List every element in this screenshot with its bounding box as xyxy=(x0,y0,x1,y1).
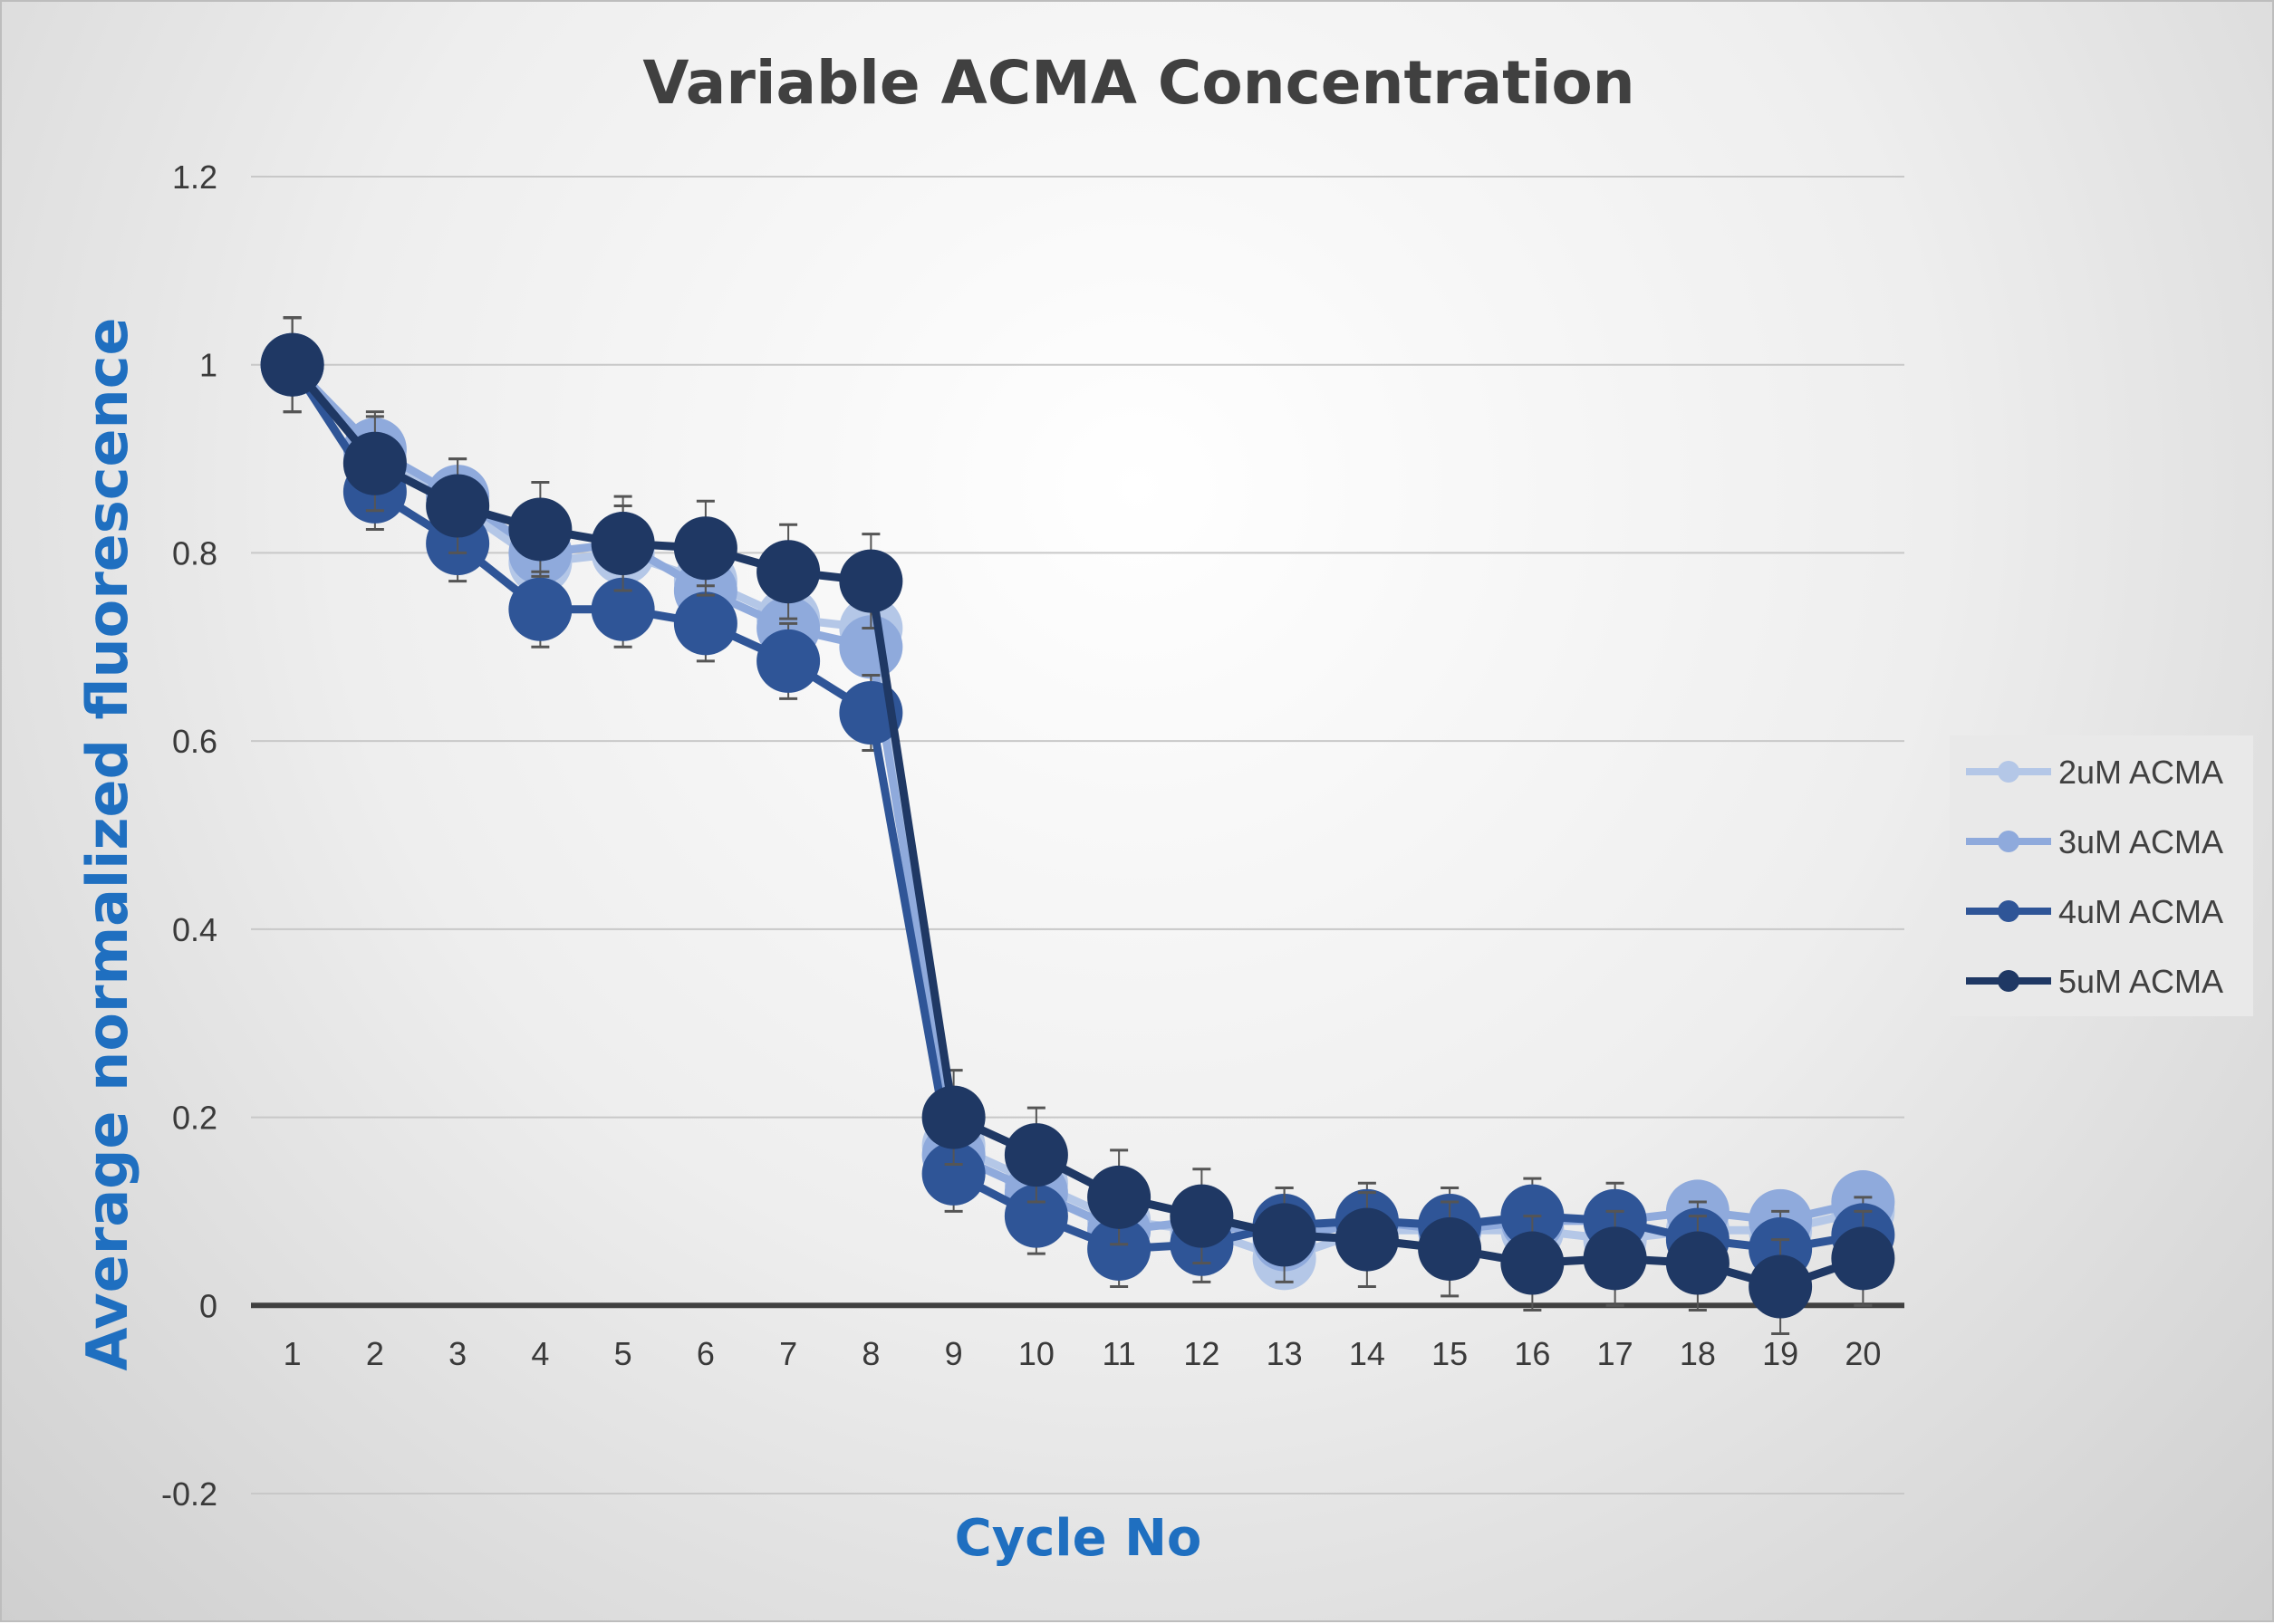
y-tick-label: 0.4 xyxy=(172,911,217,948)
data-point xyxy=(673,591,737,656)
data-point xyxy=(921,1085,986,1149)
legend-swatch-marker xyxy=(1998,900,2019,922)
y-tick-label: 0.8 xyxy=(172,534,217,572)
series-line xyxy=(289,361,1864,1244)
series-3 xyxy=(260,316,1895,1289)
x-tick-label: 4 xyxy=(531,1335,549,1372)
legend-swatch-marker xyxy=(1998,831,2019,852)
y-tick-label: 0.2 xyxy=(172,1100,217,1137)
x-axis-title: Cycle No xyxy=(955,1509,1202,1568)
data-point xyxy=(1583,1226,1647,1291)
legend-swatch-marker xyxy=(1998,761,2019,783)
legend-entry: 5uM ACMA xyxy=(1966,963,2223,1000)
data-point xyxy=(260,332,324,397)
legend-swatch-marker xyxy=(1998,970,2019,992)
y-tick-label: 0.6 xyxy=(172,723,217,760)
data-point xyxy=(756,540,821,604)
data-point xyxy=(921,1141,986,1206)
legend-box xyxy=(1950,735,2253,1016)
x-tick-label: 6 xyxy=(697,1335,715,1372)
series-group xyxy=(260,316,1895,1335)
x-tick-label: 18 xyxy=(1680,1335,1716,1372)
legend-label: 4uM ACMA xyxy=(2058,893,2223,930)
series-2 xyxy=(260,316,1895,1272)
data-point xyxy=(1418,1216,1482,1281)
x-tick-label: 11 xyxy=(1102,1335,1135,1372)
legend-label: 3uM ACMA xyxy=(2058,823,2223,860)
y-axis-title: Average normalized fluorescence xyxy=(74,318,140,1371)
x-tick-label: 15 xyxy=(1431,1335,1468,1372)
legend-entry: 4uM ACMA xyxy=(1966,893,2223,930)
x-tick-label: 9 xyxy=(945,1335,963,1372)
data-point xyxy=(508,577,573,641)
legend: 2uM ACMA 3uM ACMA 4uM ACMA 5uM ACMA xyxy=(1950,735,2253,1016)
x-tick-label: 1 xyxy=(284,1335,302,1372)
chart-title: Variable ACMA Concentration xyxy=(642,48,1634,118)
gridlines xyxy=(251,176,1904,1494)
series-line xyxy=(288,362,1864,1254)
data-point xyxy=(1831,1226,1895,1291)
x-tick-label: 14 xyxy=(1349,1335,1385,1372)
legend-label: 2uM ACMA xyxy=(2058,754,2223,791)
data-point xyxy=(508,497,573,562)
data-point xyxy=(673,516,737,581)
data-point xyxy=(591,512,655,576)
legend-entry: 2uM ACMA xyxy=(1966,754,2223,791)
data-point xyxy=(1500,1231,1565,1295)
data-point xyxy=(1087,1165,1151,1229)
series-1 xyxy=(260,316,1895,1291)
x-tick-label: 17 xyxy=(1597,1335,1633,1372)
data-point xyxy=(1665,1231,1730,1295)
y-tick-label: -0.2 xyxy=(161,1475,217,1513)
data-point xyxy=(1749,1254,1813,1319)
x-tick-label: 19 xyxy=(1762,1335,1798,1372)
x-tick-label: 12 xyxy=(1183,1335,1219,1372)
x-tick-label: 16 xyxy=(1514,1335,1550,1372)
y-tick-label: 1.2 xyxy=(172,159,217,196)
data-point xyxy=(426,474,490,538)
x-tick-label: 2 xyxy=(366,1335,384,1372)
data-point xyxy=(1004,1184,1068,1248)
y-tick-label: 0 xyxy=(199,1287,217,1324)
data-point xyxy=(756,629,821,693)
x-tick-label: 10 xyxy=(1018,1335,1055,1372)
data-point xyxy=(839,549,903,613)
x-tick-label: 5 xyxy=(614,1335,632,1372)
data-point xyxy=(1252,1203,1316,1267)
x-tick-label: 3 xyxy=(448,1335,467,1372)
data-point xyxy=(342,431,407,495)
y-axis-ticks: -0.2 0 0.2 0.4 0.6 0.8 1 1.2 xyxy=(161,159,217,1513)
x-tick-label: 20 xyxy=(1845,1335,1881,1372)
x-tick-label: 7 xyxy=(779,1335,797,1372)
series-4 xyxy=(260,316,1895,1335)
x-tick-label: 8 xyxy=(862,1335,880,1372)
legend-entry: 3uM ACMA xyxy=(1966,823,2223,860)
x-tick-label: 13 xyxy=(1267,1335,1303,1372)
data-point xyxy=(1087,1216,1151,1281)
series-line xyxy=(289,361,1864,1263)
x-axis-ticks: 1 2 3 4 5 6 7 8 9 10 11 12 13 14 15 16 17 18 19 20 xyxy=(284,1335,1882,1372)
y-tick-label: 1 xyxy=(199,347,217,384)
data-point xyxy=(1335,1207,1399,1272)
data-point xyxy=(1004,1123,1068,1187)
data-point xyxy=(1170,1184,1234,1248)
data-point xyxy=(591,577,655,641)
legend-label: 5uM ACMA xyxy=(2058,963,2223,1000)
